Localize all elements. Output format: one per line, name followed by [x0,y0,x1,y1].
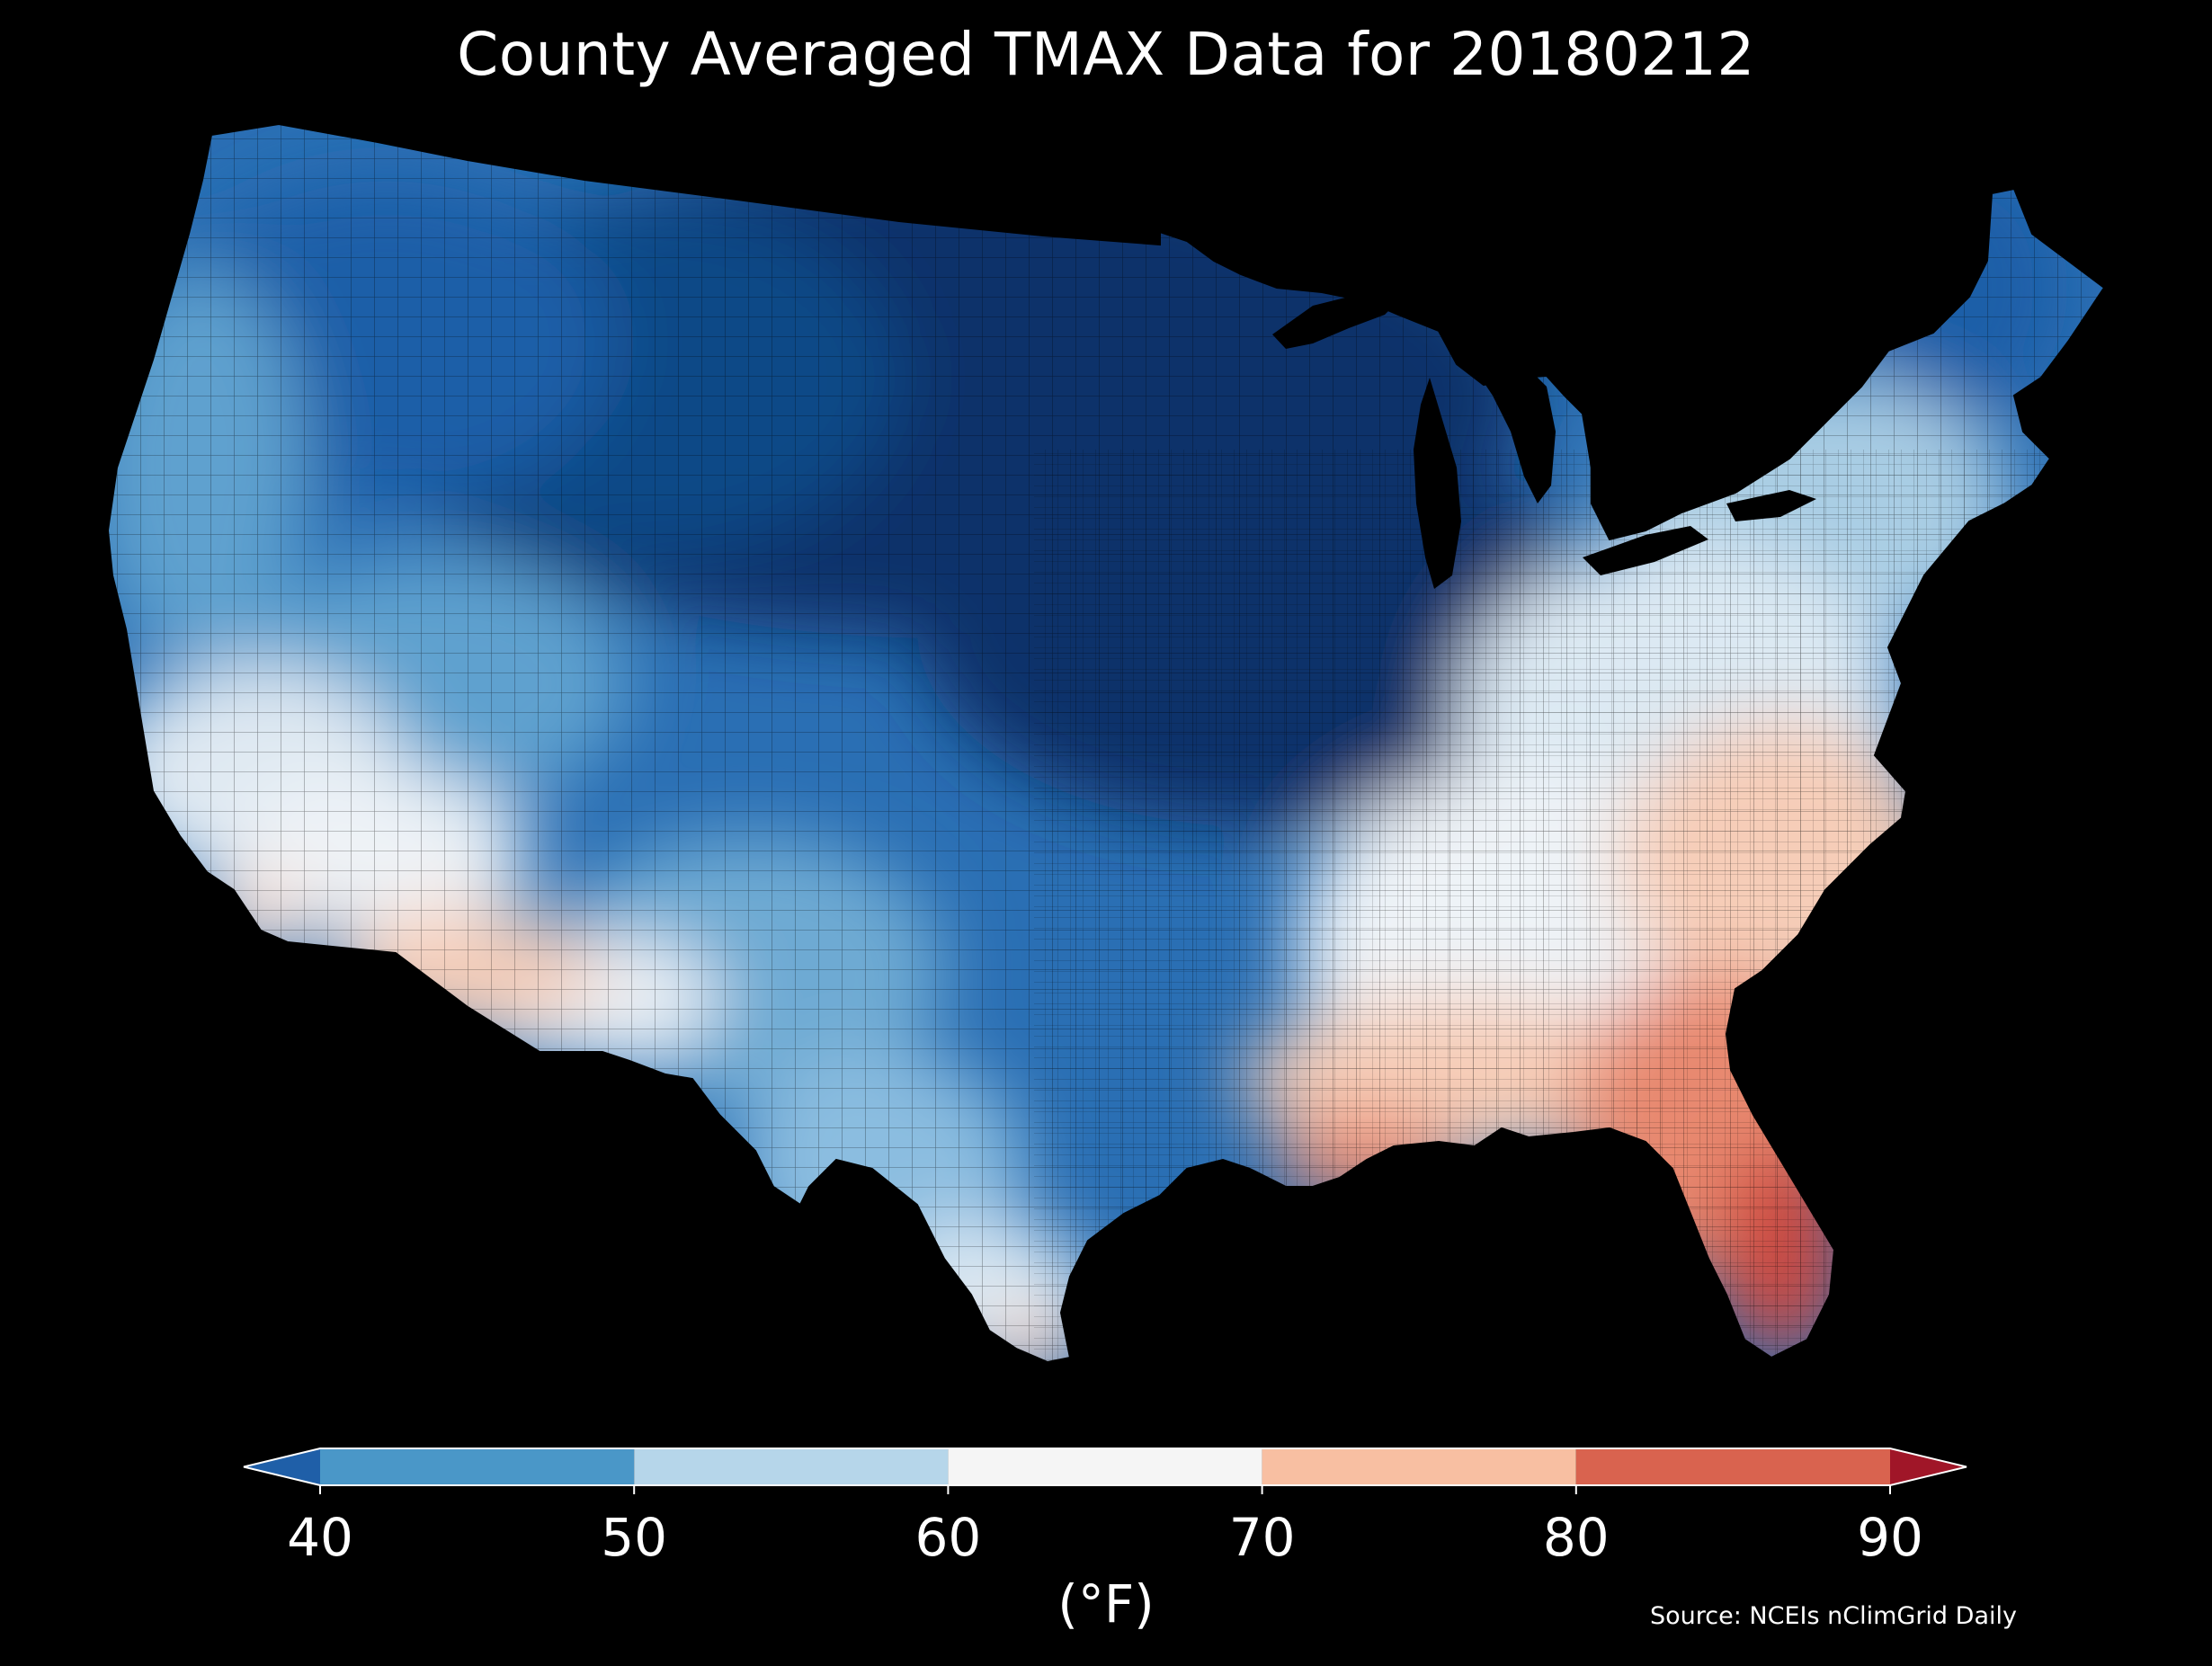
map-title: County Averaged TMAX Data for 20180212 [457,20,1755,89]
colorbar-bin-50-60 [634,1448,949,1485]
colorbar-extend-high [1890,1448,1967,1485]
colorbar-bin-60-70 [948,1448,1262,1485]
colorbar-tick-label: 40 [287,1507,353,1568]
colorbar-tick-label: 70 [1229,1507,1296,1568]
great-lakes [1272,292,1816,589]
colorbar-unit-label: (°F) [1057,1573,1155,1635]
colorbar-tick-label: 90 [1857,1507,1923,1568]
colorbar-bin-80-90 [1575,1448,1890,1485]
colorbar-tick-label: 50 [601,1507,667,1568]
colorbar-extend-low [244,1448,320,1485]
conus-outline [106,122,2106,1364]
colorbar-tick-label: 60 [914,1507,981,1568]
colorbar-bin-40-50 [320,1448,635,1485]
source-credit: Source: NCEIs nClimGrid Daily [1650,1602,2017,1630]
colorbar-tick-label: 80 [1543,1507,1610,1568]
colorbar-bin-70-80 [1262,1448,1576,1485]
